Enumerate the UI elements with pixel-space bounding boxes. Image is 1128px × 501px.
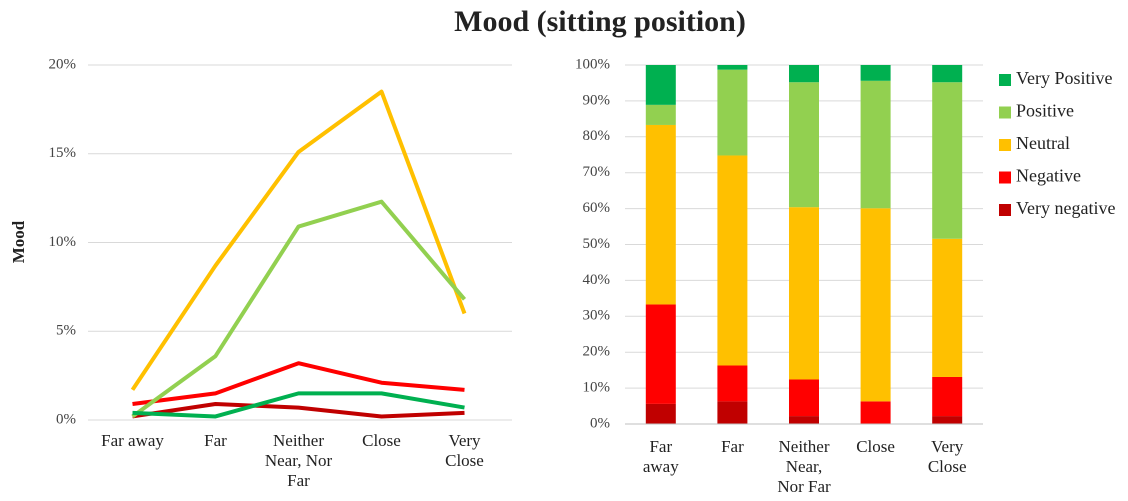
bar-segment xyxy=(645,124,676,305)
bar-segment xyxy=(645,403,676,424)
bar-segment xyxy=(932,82,963,239)
x-tick-label: Close xyxy=(856,437,895,456)
legend-marker xyxy=(999,204,1011,216)
legend-marker xyxy=(999,139,1011,151)
bar-segment xyxy=(932,65,963,83)
bar-segment xyxy=(860,80,891,209)
y-tick-label: 60% xyxy=(583,200,611,216)
x-tick-label: Neither Near, Nor Far xyxy=(265,431,333,490)
y-tick-label: 40% xyxy=(583,272,611,288)
y-tick-label: 0% xyxy=(56,411,76,427)
legend-marker xyxy=(999,106,1011,119)
y-tick-label: 10% xyxy=(49,234,77,250)
y-tick-label: 5% xyxy=(56,323,76,339)
legend-label: Positive xyxy=(1016,101,1074,121)
x-tick-label: Very Close xyxy=(928,437,967,476)
bar-segment xyxy=(645,304,676,404)
bar-segment xyxy=(932,376,963,417)
legend-label: Negative xyxy=(1016,166,1081,186)
line xyxy=(131,199,467,419)
line xyxy=(132,361,465,407)
bar-segment xyxy=(717,401,748,424)
bar-segment xyxy=(860,208,891,402)
x-tick-label: Far away xyxy=(643,437,679,476)
y-tick-label: 70% xyxy=(583,164,611,180)
y-tick-label: 15% xyxy=(49,145,77,161)
legend-marker xyxy=(999,171,1011,184)
legend-label: Neutral xyxy=(1016,133,1070,153)
x-tick-label: Far away xyxy=(101,431,164,450)
bar-segment xyxy=(932,416,963,424)
bar-segment xyxy=(645,104,676,125)
bar-segment xyxy=(717,65,748,70)
legend-marker xyxy=(999,74,1011,86)
bar-segment xyxy=(789,416,819,424)
bar-segment xyxy=(789,207,819,380)
bar-segment xyxy=(717,365,748,402)
y-tick-label: 50% xyxy=(583,236,611,252)
y-tick-label: 0% xyxy=(590,415,610,431)
y-tick-label: 80% xyxy=(583,128,611,144)
x-tick-label: Very Close xyxy=(445,431,484,470)
line xyxy=(132,402,465,419)
y-tick-label: 20% xyxy=(583,344,611,360)
y-tick-label: 100% xyxy=(575,56,610,72)
legend-label: Very Positive xyxy=(1016,68,1113,88)
bar-segment xyxy=(717,155,748,366)
chart-title: Mood (sitting position) xyxy=(454,5,746,38)
line xyxy=(130,89,467,391)
bar-segment xyxy=(789,379,819,417)
y-tick-label: 90% xyxy=(583,92,611,108)
bar-segment xyxy=(860,401,891,424)
bar-segment xyxy=(789,82,819,208)
y-axis-label: Mood xyxy=(9,220,28,263)
bar-segment xyxy=(860,65,891,81)
bar-segment xyxy=(932,238,963,377)
bar-segment xyxy=(645,65,676,105)
bar-segment xyxy=(789,65,819,83)
y-tick-label: 10% xyxy=(583,380,611,396)
bar-segment xyxy=(717,69,748,156)
legend-label: Very negative xyxy=(1016,198,1115,218)
x-tick-label: Far xyxy=(204,431,227,450)
x-tick-label: Far xyxy=(721,437,744,456)
x-tick-label: Close xyxy=(362,431,401,450)
line xyxy=(132,391,465,419)
y-tick-label: 20% xyxy=(49,56,77,72)
y-tick-label: 30% xyxy=(583,308,611,324)
x-tick-label: Neither Near, Nor Far xyxy=(777,437,831,496)
